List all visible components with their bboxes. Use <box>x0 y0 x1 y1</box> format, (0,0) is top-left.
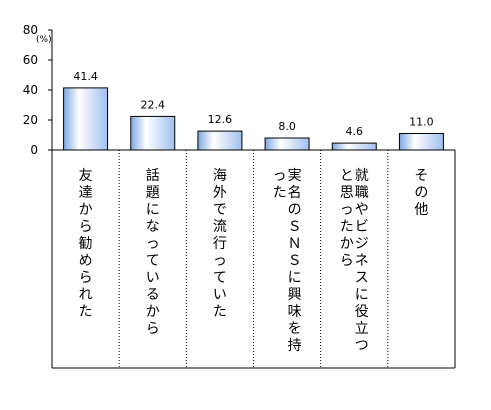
labels: 41.4 22.4 12.6 8.0 4.6 11.0 友達から勧められた 話題になっているか… <box>73 70 433 354</box>
y-tick-label: 80 <box>23 23 38 37</box>
x-category-label: 話題になっているから <box>146 167 160 337</box>
x-category-label: その他 <box>414 168 428 218</box>
bar <box>264 137 310 151</box>
bar <box>130 115 176 151</box>
y-unit-label: (%) <box>36 35 52 45</box>
y-tick-label: 60 <box>23 53 38 67</box>
x-category-label: 海外で流行っていた <box>213 168 227 320</box>
bar <box>398 133 444 151</box>
y-tick-label: 0 <box>30 143 38 157</box>
data-label: 11.0 <box>409 116 434 129</box>
x-category-label: 友達から勧められた <box>79 168 93 320</box>
axes: 0 20 40 60 80(%) <box>23 23 456 369</box>
data-label: 4.6 <box>346 125 364 138</box>
data-label: 12.6 <box>208 113 233 126</box>
data-label: 41.4 <box>73 70 98 83</box>
x-category-label: 就職やビジネスに役立つと思ったから <box>340 168 369 354</box>
x-category-label: 実名のＳＮＳに興味を持った <box>273 168 302 354</box>
data-label: 22.4 <box>141 98 166 111</box>
data-label: 8.0 <box>278 120 296 133</box>
y-tick-label: 40 <box>23 83 38 97</box>
y-tick-label: 20 <box>23 113 38 127</box>
bar <box>331 142 377 151</box>
bar <box>63 87 109 151</box>
bar <box>197 130 243 151</box>
bars <box>63 87 444 151</box>
